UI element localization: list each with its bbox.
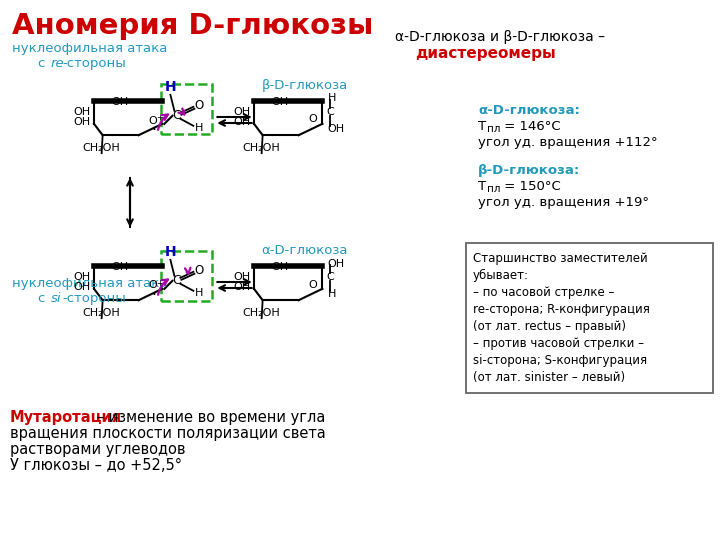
Text: вращения плоскости поляризации света: вращения плоскости поляризации света — [10, 426, 325, 441]
Text: OH: OH — [328, 259, 345, 269]
Text: CH₂OH: CH₂OH — [83, 308, 120, 318]
Text: C: C — [326, 272, 334, 282]
Text: CH₂OH: CH₂OH — [243, 143, 281, 153]
Text: OH: OH — [328, 124, 345, 134]
Text: диастереомеры: диастереомеры — [415, 46, 556, 61]
Text: +: + — [156, 113, 163, 123]
Text: – по часовой стрелке –: – по часовой стрелке – — [473, 286, 614, 299]
Text: OH: OH — [271, 262, 289, 272]
Text: α-D-глюкоза:: α-D-глюкоза: — [478, 104, 580, 117]
Text: α-D-глюкоза и β-D-глюкоза –: α-D-глюкоза и β-D-глюкоза – — [395, 30, 605, 44]
Text: OH: OH — [233, 107, 250, 117]
Text: OH: OH — [73, 272, 90, 282]
Text: re-сторона; R-конфигурация: re-сторона; R-конфигурация — [473, 303, 650, 316]
Text: C: C — [326, 107, 334, 117]
Text: β-D-глюкоза: β-D-глюкоза — [262, 79, 348, 92]
Text: У глюкозы – до +52,5°: У глюкозы – до +52,5° — [10, 458, 182, 473]
Text: OH: OH — [112, 262, 129, 272]
Text: OH: OH — [73, 117, 90, 127]
Text: = 150°C: = 150°C — [500, 180, 561, 193]
Text: CH₂OH: CH₂OH — [243, 308, 281, 318]
Text: пл: пл — [487, 184, 500, 194]
Text: пл: пл — [487, 124, 500, 134]
Text: H: H — [194, 123, 203, 133]
Text: ·: · — [151, 288, 156, 303]
Text: O: O — [194, 99, 204, 112]
Text: (от лат. rectus – правый): (от лат. rectus – правый) — [473, 320, 626, 333]
Text: OH: OH — [233, 117, 250, 127]
Text: H: H — [328, 93, 336, 103]
Text: OH: OH — [73, 107, 90, 117]
Text: OH: OH — [112, 97, 129, 107]
Text: Мутаротация: Мутаротация — [10, 410, 122, 425]
Text: Т: Т — [478, 120, 486, 133]
Text: H: H — [165, 245, 176, 259]
Text: H: H — [328, 289, 336, 299]
Text: (от лат. sinister – левый): (от лат. sinister – левый) — [473, 371, 625, 384]
Text: OH: OH — [271, 97, 289, 107]
Text: с: с — [38, 57, 50, 70]
Text: O: O — [308, 280, 317, 289]
Text: = 146°C: = 146°C — [500, 120, 561, 133]
Text: Аномерия D-глюкозы: Аномерия D-глюкозы — [12, 12, 374, 40]
Text: H: H — [194, 288, 203, 298]
Text: H: H — [165, 80, 176, 94]
Text: угол уд. вращения +112°: угол уд. вращения +112° — [478, 136, 657, 149]
Text: растворами углеводов: растворами углеводов — [10, 442, 186, 457]
Text: OH: OH — [233, 272, 250, 282]
Text: α-D-глюкоза: α-D-глюкоза — [262, 244, 348, 257]
Text: si-сторона; S-конфигурация: si-сторона; S-конфигурация — [473, 354, 647, 367]
Text: re: re — [51, 57, 65, 70]
Text: нуклеофильная атака: нуклеофильная атака — [12, 277, 167, 290]
Text: C: C — [172, 109, 181, 122]
Text: C: C — [172, 274, 181, 287]
Text: si: si — [51, 292, 61, 305]
Text: Старшинство заместителей: Старшинство заместителей — [473, 252, 648, 265]
Text: β-D-глюкоза:: β-D-глюкоза: — [478, 164, 580, 177]
FancyBboxPatch shape — [466, 243, 713, 393]
Text: O: O — [148, 116, 157, 125]
Text: нуклеофильная атака: нуклеофильная атака — [12, 42, 167, 55]
Text: -стороны: -стороны — [62, 57, 126, 70]
Text: угол уд. вращения +19°: угол уд. вращения +19° — [478, 196, 649, 209]
Text: – против часовой стрелки –: – против часовой стрелки – — [473, 337, 644, 350]
Text: O: O — [194, 264, 204, 278]
Text: ·: · — [151, 123, 156, 138]
Text: CH₂OH: CH₂OH — [83, 143, 120, 153]
Text: OH: OH — [73, 282, 90, 292]
Text: -стороны: -стороны — [62, 292, 126, 305]
Text: OH: OH — [233, 282, 250, 292]
Text: – изменение во времени угла: – изменение во времени угла — [92, 410, 325, 425]
Text: с: с — [38, 292, 50, 305]
Text: убывает:: убывает: — [473, 269, 529, 282]
Text: Т: Т — [478, 180, 486, 193]
Text: +: + — [156, 279, 163, 287]
Text: O: O — [308, 114, 317, 125]
Text: O: O — [148, 280, 157, 291]
